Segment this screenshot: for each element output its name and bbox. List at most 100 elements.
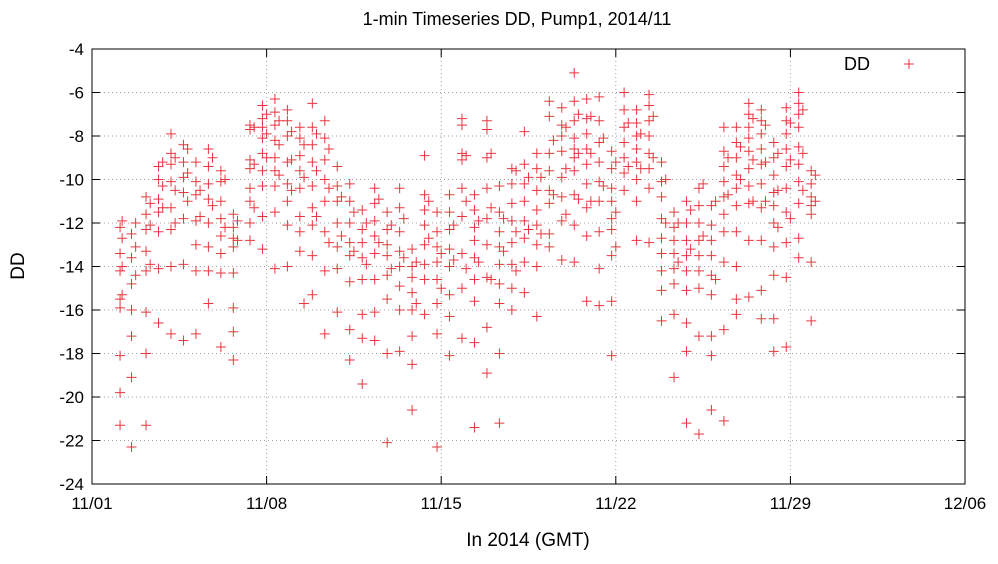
data-point <box>282 115 293 126</box>
data-point <box>793 159 804 170</box>
data-point <box>332 307 343 318</box>
data-point <box>115 265 126 276</box>
data-point <box>481 239 492 250</box>
data-point <box>706 220 717 231</box>
data-point <box>357 224 368 235</box>
data-point <box>781 144 792 155</box>
data-point <box>519 159 530 170</box>
data-point <box>130 270 141 281</box>
data-point <box>141 348 152 359</box>
data-point <box>153 207 164 218</box>
data-point <box>203 298 214 309</box>
data-point <box>141 246 152 257</box>
data-point <box>785 213 796 224</box>
data-point <box>569 144 580 155</box>
data-point <box>307 157 318 168</box>
data-point <box>178 139 189 150</box>
data-point <box>498 213 509 224</box>
data-point <box>407 359 418 370</box>
data-point <box>382 270 393 281</box>
data-point <box>178 157 189 168</box>
data-point <box>165 128 176 139</box>
data-point <box>382 294 393 305</box>
data-point <box>681 285 692 296</box>
data-point <box>560 163 571 174</box>
data-point <box>332 161 343 172</box>
data-point <box>407 244 418 255</box>
data-point <box>394 246 405 257</box>
data-point <box>386 220 397 231</box>
data-point <box>631 104 642 115</box>
data-points <box>115 67 821 453</box>
data-point <box>706 405 717 416</box>
data-point <box>669 309 679 320</box>
data-point <box>165 148 176 159</box>
data-point <box>506 259 517 270</box>
data-point <box>469 296 480 307</box>
legend-marker-dd <box>904 59 914 69</box>
data-point <box>506 198 517 209</box>
data-point <box>394 346 405 357</box>
data-point <box>573 109 584 120</box>
data-point <box>693 183 704 194</box>
data-point <box>718 191 729 202</box>
data-point <box>569 165 580 176</box>
data-point <box>153 194 164 205</box>
data-point <box>215 196 226 207</box>
data-point <box>606 224 617 235</box>
data-point <box>398 213 409 224</box>
data-point <box>332 196 343 207</box>
data-point <box>731 294 742 305</box>
y-tick-label: -16 <box>59 301 84 320</box>
data-point <box>432 274 443 285</box>
data-point <box>294 226 305 237</box>
data-point <box>810 170 821 181</box>
data-point <box>249 202 260 213</box>
data-point <box>319 133 330 144</box>
data-point <box>294 165 305 176</box>
data-point <box>606 350 617 361</box>
data-point <box>456 154 467 165</box>
data-point <box>569 220 580 231</box>
data-point <box>456 333 467 344</box>
data-point <box>448 254 459 265</box>
data-point <box>531 185 542 196</box>
data-point <box>585 148 596 159</box>
data-point <box>631 117 642 128</box>
data-point <box>307 139 318 150</box>
data-point <box>519 178 530 189</box>
data-point <box>781 161 792 172</box>
data-point <box>411 257 422 268</box>
data-point <box>444 224 455 235</box>
data-point <box>394 305 405 315</box>
data-point <box>594 226 605 237</box>
data-point <box>718 176 729 187</box>
data-point <box>693 250 704 261</box>
data-point <box>681 318 692 329</box>
data-point <box>631 144 642 155</box>
data-point <box>190 328 201 339</box>
y-tick-label: -24 <box>59 475 84 494</box>
data-point <box>369 183 380 194</box>
data-point <box>348 246 359 257</box>
data-point <box>743 181 754 192</box>
data-point <box>731 122 742 133</box>
data-point <box>190 189 201 200</box>
data-point <box>535 172 546 183</box>
data-point <box>361 218 372 228</box>
data-point <box>519 126 530 137</box>
data-point <box>228 241 239 252</box>
data-point <box>407 305 418 315</box>
data-point <box>398 252 409 263</box>
data-point <box>282 196 293 207</box>
data-point <box>781 115 792 126</box>
data-point <box>141 420 152 431</box>
data-point <box>195 185 206 196</box>
data-point <box>731 309 742 320</box>
data-point <box>269 94 280 105</box>
data-point <box>569 67 580 78</box>
data-point <box>178 172 189 183</box>
data-point <box>282 157 293 168</box>
legend: DD <box>844 54 914 74</box>
